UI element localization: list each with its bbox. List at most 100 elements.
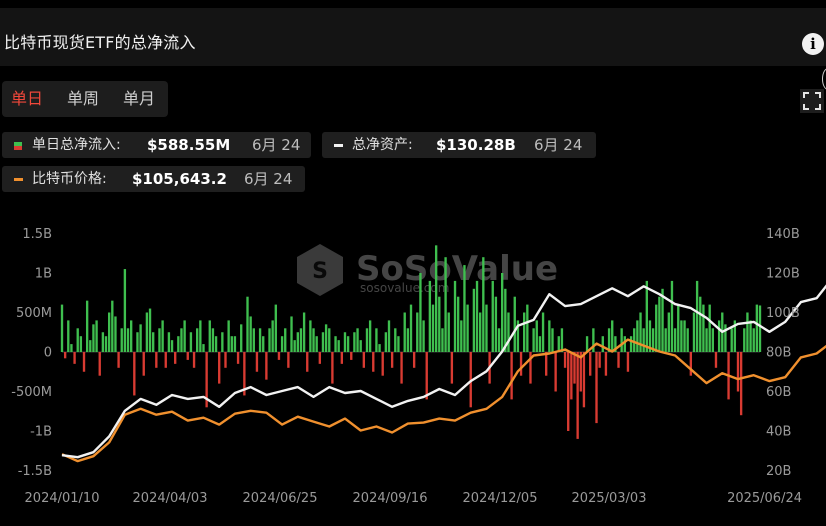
legend-total-assets[interactable]: 总净资产: $130.28B 6月 24	[322, 132, 596, 158]
flow-bar	[551, 328, 554, 352]
flow-bar	[268, 328, 271, 352]
flow-bar	[589, 352, 592, 376]
flow-bar	[183, 320, 186, 352]
flow-bar	[296, 332, 299, 352]
svg-text:S: S	[312, 259, 328, 284]
right-axis-tick-label: 120B	[766, 267, 800, 282]
x-axis-tick-label: 2024/06/25	[243, 491, 318, 506]
info-icon[interactable]: i	[802, 33, 824, 55]
flow-bar	[482, 257, 485, 352]
flow-bar	[164, 352, 167, 368]
flow-bar	[148, 308, 152, 352]
flow-bar	[126, 328, 130, 352]
page-title: 比特币现货ETF的总净流入	[4, 33, 196, 52]
flow-bar	[636, 320, 639, 352]
flow-bar	[82, 352, 86, 372]
flow-bar	[120, 328, 123, 352]
flow-bar	[337, 340, 340, 352]
flow-bar	[633, 328, 636, 352]
flow-bar	[359, 340, 362, 352]
flow-bar	[412, 352, 416, 368]
flow-bar	[655, 304, 658, 352]
left-axis-tick-label: -1B	[30, 425, 52, 440]
flow-bar	[695, 280, 699, 352]
flow-bar	[277, 352, 281, 360]
flow-bar	[233, 336, 237, 352]
flow-bar	[545, 352, 548, 376]
flow-bar	[699, 296, 702, 352]
flow-bar	[189, 332, 193, 352]
flow-bar	[535, 320, 538, 352]
flow-bar	[507, 312, 510, 352]
flow-bar	[290, 316, 293, 352]
right-axis-tick-label: 60B	[766, 385, 791, 400]
flow-bar	[218, 352, 221, 384]
flow-bar	[601, 336, 604, 352]
flow-bar	[98, 352, 101, 376]
assets-line-swatch-icon	[334, 144, 343, 147]
flow-bar	[626, 352, 630, 372]
tab-daily[interactable]: 单日	[11, 89, 44, 108]
legend-btc-price-value: $105,643.2	[132, 170, 227, 188]
legend-total-assets-value: $130.28B	[436, 136, 516, 154]
flow-bar	[192, 352, 196, 368]
flow-bar	[174, 352, 177, 364]
flow-bar	[614, 336, 617, 352]
flow-bar	[680, 320, 683, 352]
flow-bar	[585, 336, 589, 352]
flow-bar	[107, 312, 111, 352]
flow-bar	[372, 352, 375, 372]
flow-bar	[532, 328, 535, 352]
flow-bar	[331, 352, 334, 384]
flow-bar	[466, 304, 469, 352]
tab-monthly[interactable]: 单月	[123, 89, 156, 108]
flow-bar	[214, 336, 218, 352]
flow-bar	[639, 312, 642, 352]
flow-bar	[623, 336, 626, 352]
flow-bar	[139, 324, 142, 352]
flow-bar	[648, 320, 652, 352]
flow-bar	[76, 328, 79, 352]
flow-bar	[177, 336, 180, 352]
flow-bar	[350, 352, 353, 360]
flow-bar	[227, 320, 230, 352]
total-assets-line	[61, 284, 826, 459]
flow-bar	[441, 328, 444, 352]
flow-bar	[79, 336, 83, 352]
flow-bar	[324, 324, 328, 352]
flow-bar	[592, 328, 595, 352]
flow-bar	[428, 280, 432, 352]
flow-bar	[604, 352, 608, 376]
flow-bar	[101, 332, 105, 352]
flow-bar	[123, 269, 127, 352]
flow-bar	[155, 352, 158, 368]
flow-bar	[221, 332, 224, 352]
watermark-url: sosovalue.com	[360, 281, 449, 295]
tab-weekly[interactable]: 单周	[67, 89, 100, 108]
flow-bar	[202, 344, 205, 352]
flow-bar	[318, 352, 321, 364]
flow-bar	[567, 352, 570, 431]
flow-bar	[705, 328, 708, 352]
flow-bar	[519, 352, 523, 376]
flow-bar	[152, 332, 155, 352]
flow-bar	[692, 312, 696, 352]
legend-daily-flow[interactable]: 单日总净流入: $588.55M 6月 24	[2, 132, 311, 158]
legend-btc-price[interactable]: 比特币价格: $105,643.2 6月 24	[2, 166, 305, 192]
flow-bar	[397, 336, 400, 352]
flow-bar	[689, 352, 693, 376]
flow-bar	[249, 316, 252, 352]
fullscreen-expand-icon[interactable]	[800, 89, 824, 113]
flow-bar	[387, 320, 391, 352]
flow-bar	[60, 304, 64, 352]
flow-bar	[381, 352, 384, 376]
flow-bar	[180, 328, 183, 352]
flow-bar	[743, 328, 746, 352]
flow-bar	[346, 336, 350, 352]
flow-bar	[686, 328, 689, 352]
flow-bar	[199, 320, 202, 352]
flow-bar	[145, 312, 149, 352]
flow-bar	[739, 352, 743, 416]
flow-bar	[724, 324, 727, 352]
